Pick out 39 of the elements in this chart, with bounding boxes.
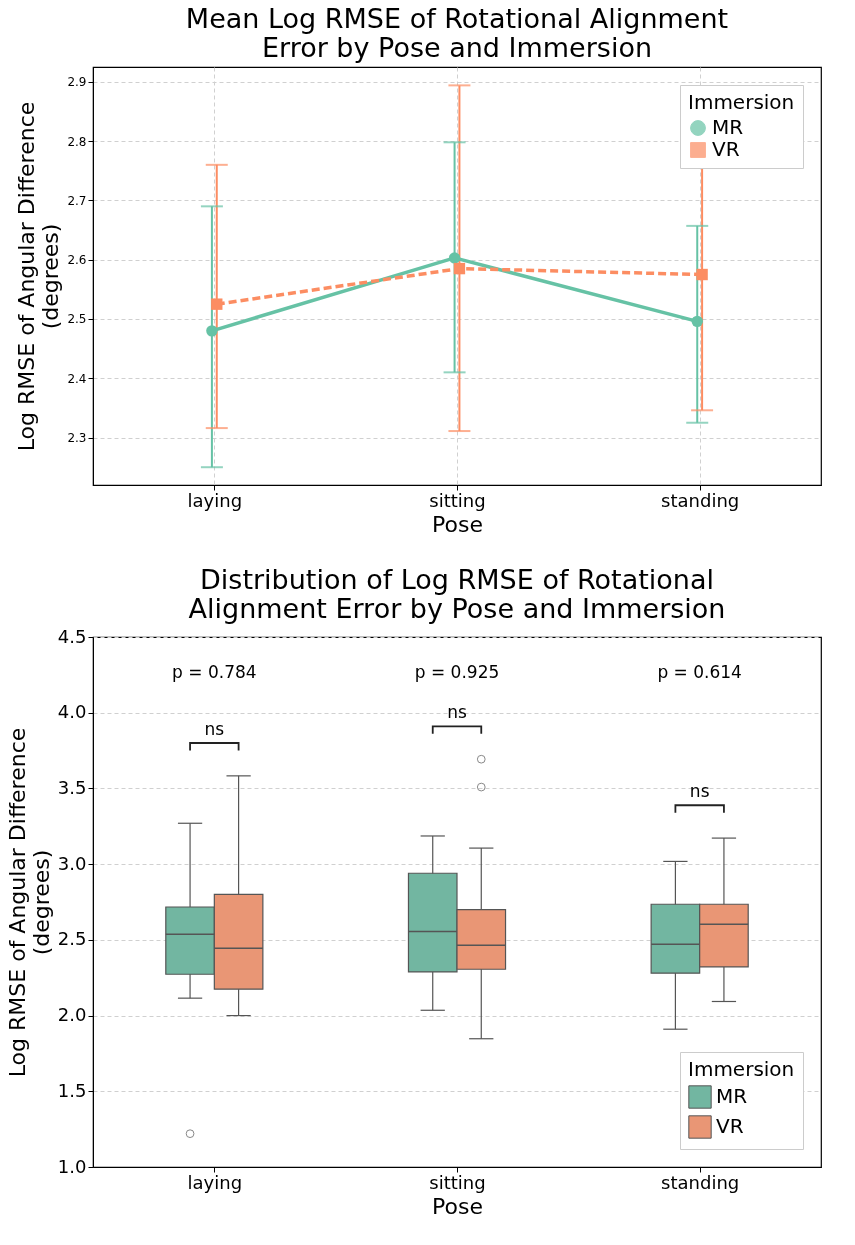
- legend-label: VR: [712, 137, 740, 161]
- annotation: ns: [689, 781, 710, 801]
- y-axis-title: Log RMSE of Angular Difference (degrees): [14, 101, 64, 452]
- y-tick-label: 1.5: [57, 1079, 87, 1101]
- y-tick-label: 2.4: [67, 371, 87, 386]
- x-axis-title: Pose: [432, 1193, 483, 1219]
- annotation: ns: [204, 718, 225, 739]
- y-tick-label: 3.0: [57, 852, 87, 874]
- legend-label: VR: [716, 1114, 744, 1138]
- x-tick-label: standing: [661, 489, 740, 511]
- y-tick-label: 2.7: [67, 193, 87, 208]
- y-axis-title: Log RMSE of Angular Difference (degrees): [4, 727, 54, 1078]
- y-tick-label: 4.5: [57, 625, 87, 647]
- y-tick-label: 2.6: [67, 253, 87, 268]
- y-tick-label: 2.0: [57, 1004, 87, 1026]
- y-tick-label: 2.9: [67, 75, 87, 90]
- x-tick-label: laying: [187, 489, 243, 511]
- annotation: ns: [447, 702, 467, 723]
- annotation: p = 0.925: [414, 662, 500, 683]
- x-tick-label: sitting: [429, 489, 486, 511]
- y-tick-label: 1.0: [57, 1155, 87, 1177]
- x-axis-title: Pose: [432, 511, 483, 537]
- y-tick-label: 3.5: [57, 776, 87, 798]
- chart-title: Distribution of Log RMSE of Rotational Alignment Error by Pose and Immersion: [188, 564, 726, 624]
- annotation: p = 0.784: [172, 662, 257, 683]
- legend-label: MR: [716, 1084, 748, 1108]
- y-tick-label: 2.8: [67, 134, 87, 149]
- y-tick-label: 2.3: [67, 431, 87, 446]
- legend-title: Immersion: [688, 1057, 795, 1081]
- x-tick-label: standing: [661, 1171, 740, 1193]
- x-tick-label: laying: [187, 1171, 243, 1193]
- legend-label: MR: [712, 115, 744, 139]
- annotation: p = 0.614: [657, 662, 742, 683]
- y-tick-label: 4.0: [57, 701, 87, 723]
- legend-title: Immersion: [688, 90, 795, 114]
- y-tick-label: 2.5: [57, 928, 87, 950]
- y-tick-label: 2.5: [67, 312, 87, 327]
- x-tick-label: sitting: [429, 1171, 486, 1193]
- chart-title: Mean Log RMSE of Rotational Alignment Error by Pose and Immersion: [185, 3, 729, 63]
